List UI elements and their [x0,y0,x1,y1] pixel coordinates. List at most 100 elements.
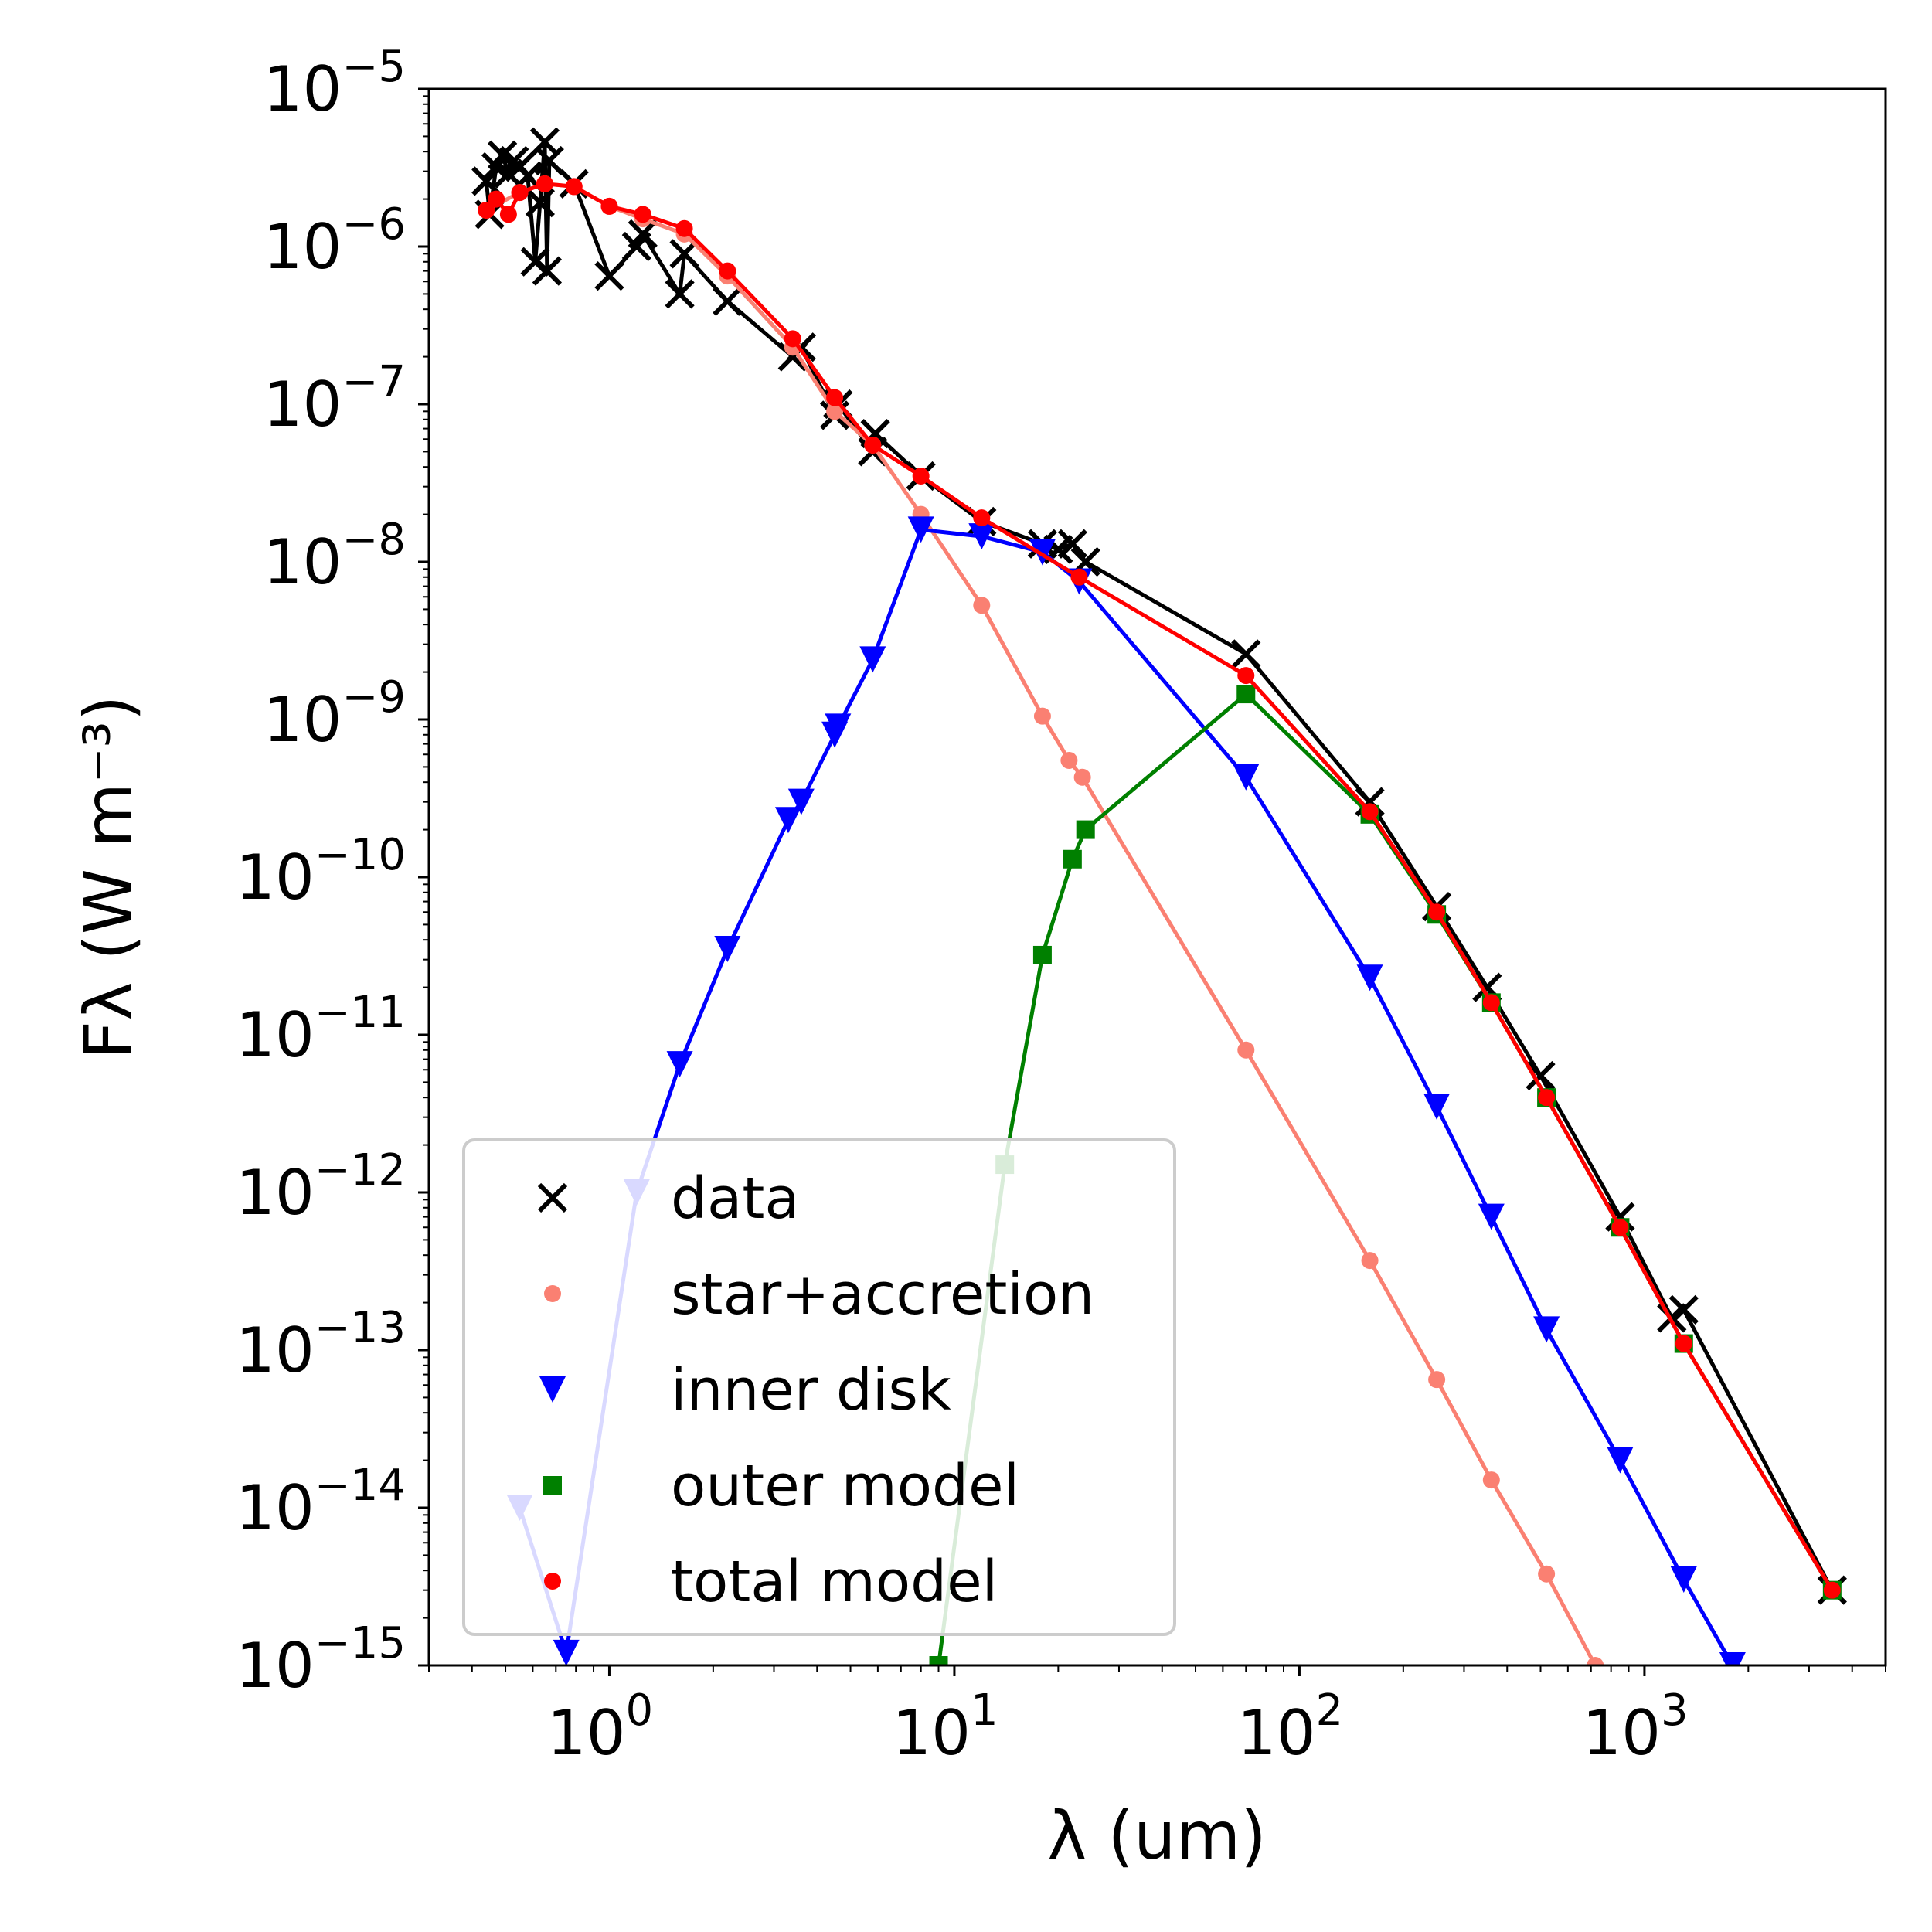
x-tick-label: 101 [892,1685,998,1769]
data-point [488,190,505,208]
y-tick-label: 10−13 [236,1303,406,1386]
data-point [1668,1294,1699,1325]
data-point [1057,529,1087,559]
data-point [1356,964,1383,992]
data-point [714,936,741,963]
legend-entry: star+accretion [544,1261,1094,1328]
legend-marker [544,1285,561,1302]
data-point [499,206,517,223]
data-point [1076,820,1095,839]
data-point [1823,1581,1841,1599]
data-point [471,166,502,196]
series-total-model [478,175,1841,1599]
data-point [511,184,529,202]
legend-label: outer model [671,1453,1019,1519]
y-tick-label: 10−15 [236,1618,406,1702]
data-point [1538,1565,1556,1583]
y-tick-label: 10−12 [236,1145,406,1229]
data-point [973,597,991,614]
legend-label: total model [671,1549,998,1615]
data-point [1361,1252,1379,1270]
data-point [825,713,852,740]
data-point [532,256,563,286]
legend-entry: total model [544,1549,998,1615]
data-point [1478,1203,1505,1230]
data-point [1032,945,1052,964]
data-point [1423,1094,1451,1121]
x-axis-label: λ (um) [1047,1798,1267,1875]
data-point [719,262,736,280]
legend-entry: outer model [543,1453,1019,1519]
legend-label: star+accretion [671,1261,1094,1328]
data-point [1033,707,1051,725]
data-point [826,389,844,406]
data-point [968,523,995,550]
y-tick-label: 10−14 [236,1461,406,1544]
y-tick-label: 10−11 [236,988,406,1071]
y-tick-label: 10−5 [264,42,406,125]
data-point [1428,903,1446,921]
data-point [1070,568,1088,586]
y-tick-label: 10−8 [264,515,406,598]
legend-label: data [671,1165,800,1232]
data-point [1533,1316,1560,1343]
y-tick-label: 10−6 [264,199,406,283]
data-point [1607,1447,1634,1474]
data-point [1237,1041,1255,1059]
legend-marker [543,1476,562,1495]
x-tick-label: 102 [1237,1685,1343,1769]
data-point [713,286,743,316]
data-point [525,188,555,218]
data-point [529,127,560,157]
data-point [1538,1089,1556,1107]
data-point [666,1051,693,1078]
data-point [1029,539,1056,566]
legend-marker [537,1182,568,1213]
data-point [1361,803,1379,821]
data-point [784,330,801,348]
data-point [1611,1219,1629,1236]
series-layer [471,127,1847,1665]
data-point [628,219,658,249]
data-point [1719,1652,1746,1665]
data-point [1526,1060,1556,1091]
data-point [1587,1657,1604,1665]
data-point [929,1656,948,1665]
data-point [912,468,930,485]
legend-box [462,1138,1176,1636]
x-tick-label: 103 [1582,1685,1688,1769]
data-point [1231,639,1261,669]
data-point [634,206,651,223]
y-tick-label: 10−9 [264,672,406,756]
legend-entries: data star+accretion inner disk outer model t… [537,1165,1094,1615]
data-point [864,436,882,454]
data-point [665,279,695,309]
y-axis-label: Fλ (W m⁻³) [70,696,148,1060]
data-point [1233,764,1260,791]
legend-entry: inner disk [539,1357,951,1423]
data-point [1063,849,1082,869]
data-point [600,197,618,215]
legend-marker [544,1573,561,1590]
data-point [553,1639,580,1665]
data-point [907,516,934,543]
data-point [826,403,844,420]
data-point [1073,768,1091,786]
x-tick-label: 100 [547,1685,653,1769]
axis-ticks: 100 101 102 103 10−5 10−6 10−7 10−8 10−9 10−10 10−… [236,42,1886,1769]
data-point [1428,1371,1446,1389]
data-point [1060,751,1078,769]
data-point [859,646,886,673]
data-point [594,261,624,291]
data-point [534,145,564,176]
data-point [478,201,495,219]
y-tick-label: 10−7 [264,357,406,440]
legend: data star+accretion inner disk outer model t… [462,1138,1176,1636]
data-point [1670,1566,1697,1594]
data-point [787,788,815,815]
legend-entry: data [537,1165,800,1232]
data-point [774,807,801,834]
data-point [1236,685,1256,704]
data-point [565,178,583,196]
